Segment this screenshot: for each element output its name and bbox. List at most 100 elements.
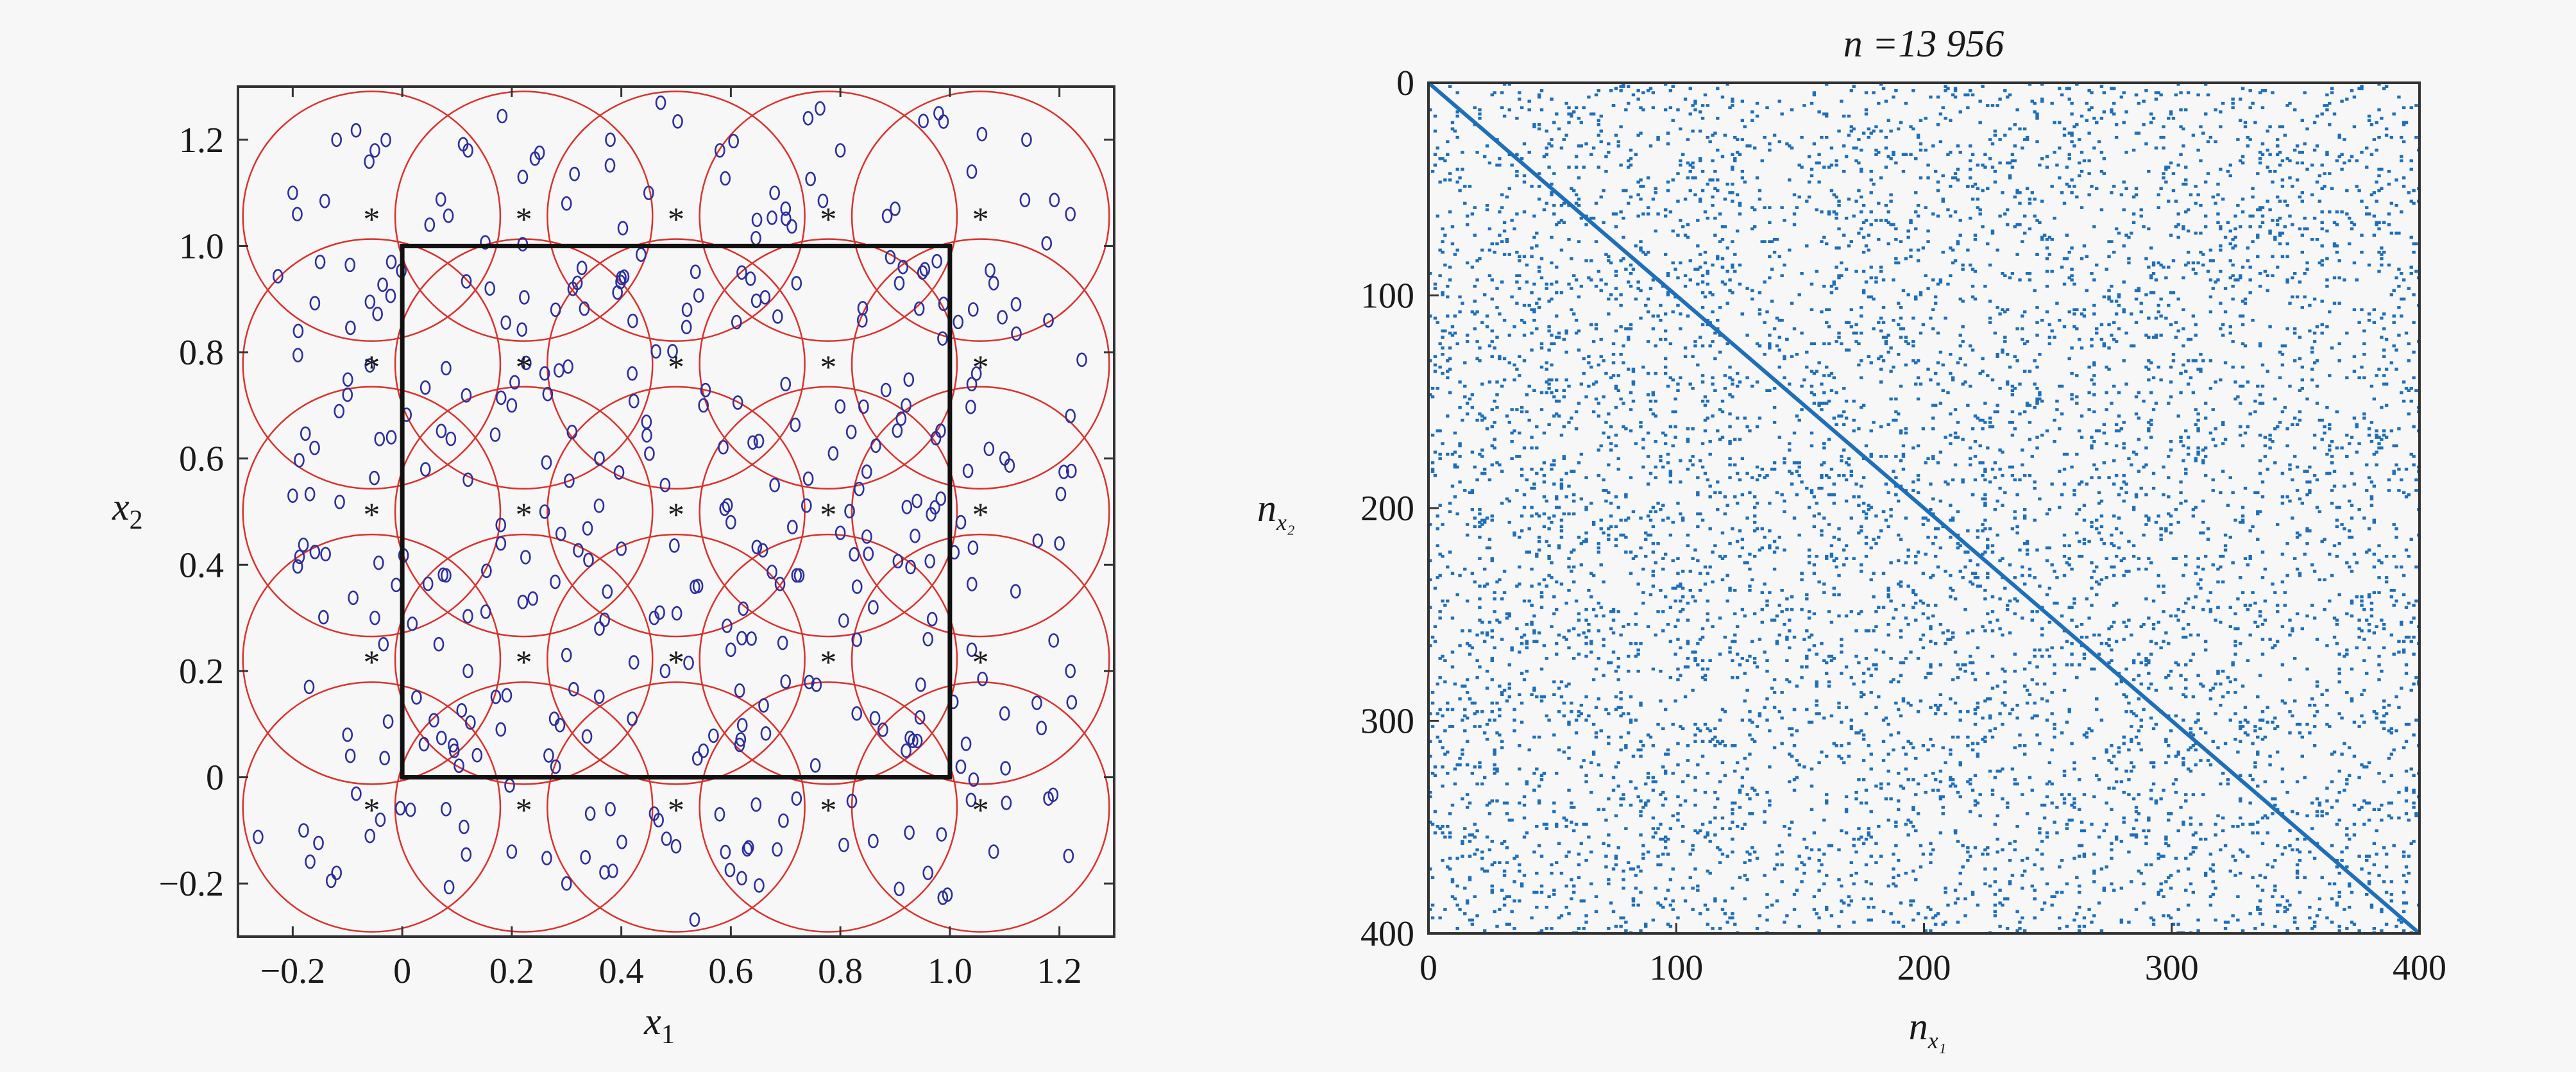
nonzero-entry: [1530, 567, 1534, 571]
nonzero-entry: [2127, 793, 2131, 796]
nonzero-entry: [1745, 376, 1749, 380]
nonzero-entry: [1809, 282, 1814, 286]
nonzero-entry: [2263, 455, 2267, 458]
nonzero-entry: [1607, 297, 1611, 301]
nonzero-entry: [1909, 153, 1913, 157]
nonzero-entry: [1899, 661, 1903, 665]
nonzero-entry: [2114, 837, 2119, 841]
nonzero-entry: [2095, 708, 2099, 711]
nonzero-entry: [1988, 884, 1992, 888]
nonzero-entry: [2154, 801, 2158, 805]
nonzero-entry: [1825, 402, 1829, 405]
nonzero-entry: [2092, 869, 2096, 873]
sample-point: [698, 743, 709, 758]
nonzero-entry: [1627, 85, 1631, 88]
nonzero-entry: [2021, 574, 2024, 577]
nonzero-entry: [2409, 767, 2413, 771]
sample-point: [616, 835, 627, 849]
sample-point: [1047, 787, 1059, 803]
nonzero-entry: [2025, 701, 2029, 705]
nonzero-entry: [2184, 889, 2188, 892]
nonzero-entry: [2005, 208, 2010, 212]
nonzero-entry: [1733, 640, 1737, 643]
nonzero-entry: [1539, 408, 1544, 411]
nonzero-entry: [2404, 387, 2409, 390]
nonzero-entry: [2065, 452, 2069, 456]
nonzero-entry: [2167, 512, 2171, 516]
nonzero-entry: [2219, 682, 2223, 686]
nonzero-entry: [2295, 871, 2300, 875]
sample-point: [791, 276, 802, 291]
nonzero-entry: [1837, 593, 1841, 597]
nonzero-entry: [1465, 214, 1470, 218]
nonzero-entry: [1812, 525, 1817, 529]
sample-point: [976, 126, 988, 142]
nonzero-entry: [1646, 371, 1650, 375]
nonzero-entry: [1708, 871, 1712, 875]
nonzero-entry: [2010, 389, 2015, 393]
nonzero-entry: [2050, 269, 2054, 273]
nonzero-entry: [1772, 468, 1777, 471]
nonzero-entry: [2216, 221, 2220, 225]
nonzero-entry: [1584, 695, 1588, 699]
nonzero-entry: [1755, 465, 1759, 469]
nonzero-entry: [1941, 389, 1945, 393]
nonzero-entry: [1688, 876, 1692, 880]
nonzero-entry: [2275, 910, 2280, 914]
nonzero-entry: [2169, 614, 2173, 618]
nonzero-entry: [2305, 167, 2309, 171]
nonzero-entry: [2137, 557, 2141, 560]
nonzero-entry: [1564, 101, 1568, 105]
nonzero-entry: [1820, 408, 1824, 411]
nonzero-entry: [1849, 325, 1854, 328]
nonzero-entry: [1820, 529, 1824, 532]
nonzero-entry: [2407, 412, 2411, 416]
nonzero-entry: [1884, 716, 1888, 720]
nonzero-entry: [2278, 151, 2282, 154]
nonzero-entry: [1602, 395, 1606, 398]
nonzero-entry: [1676, 916, 1680, 920]
nonzero-entry: [2275, 223, 2280, 226]
nonzero-entry: [1480, 518, 1484, 522]
nonzero-entry: [1827, 476, 1831, 479]
nonzero-entry: [1949, 504, 1953, 507]
nonzero-entry: [2384, 890, 2389, 894]
nonzero-entry: [1651, 278, 1656, 282]
sample-point: [738, 601, 749, 617]
nonzero-entry: [1577, 402, 1581, 405]
nonzero-entry: [2295, 295, 2300, 299]
nonzero-entry: [1659, 588, 1663, 592]
nonzero-entry: [1597, 546, 1601, 550]
sample-point: [914, 710, 926, 725]
nonzero-entry: [1659, 863, 1663, 867]
nonzero-entry: [2107, 759, 2111, 762]
nonzero-entry: [1646, 212, 1650, 216]
nonzero-entry: [1686, 427, 1690, 430]
nonzero-entry: [2042, 803, 2047, 807]
nonzero-entry: [1661, 765, 1665, 769]
nonzero-entry: [2288, 903, 2292, 907]
nonzero-entry: [2221, 198, 2225, 201]
sample-point: [379, 751, 390, 766]
nonzero-entry: [1646, 776, 1650, 779]
nonzero-entry: [2102, 342, 2106, 346]
nonzero-entry: [1956, 542, 1960, 545]
nonzero-entry: [1453, 495, 1457, 498]
nonzero-entry: [1809, 384, 1814, 388]
nonzero-entry: [1674, 436, 1677, 439]
nonzero-entry: [1641, 108, 1645, 112]
nonzero-entry: [2389, 595, 2394, 599]
nonzero-entry: [1518, 455, 1521, 458]
nonzero-entry: [1827, 523, 1831, 526]
nonzero-entry: [2035, 402, 2039, 405]
nonzero-entry: [1441, 227, 1445, 231]
nonzero-entry: [1899, 580, 1903, 584]
sample-point: [386, 430, 397, 445]
nonzero-entry: [1958, 344, 1962, 348]
nonzero-entry: [2256, 255, 2260, 259]
nonzero-entry: [1892, 470, 1895, 473]
sample-point: [754, 878, 765, 893]
nonzero-entry: [2176, 923, 2180, 926]
nonzero-entry: [2144, 493, 2148, 497]
nonzero-entry: [1711, 310, 1715, 314]
